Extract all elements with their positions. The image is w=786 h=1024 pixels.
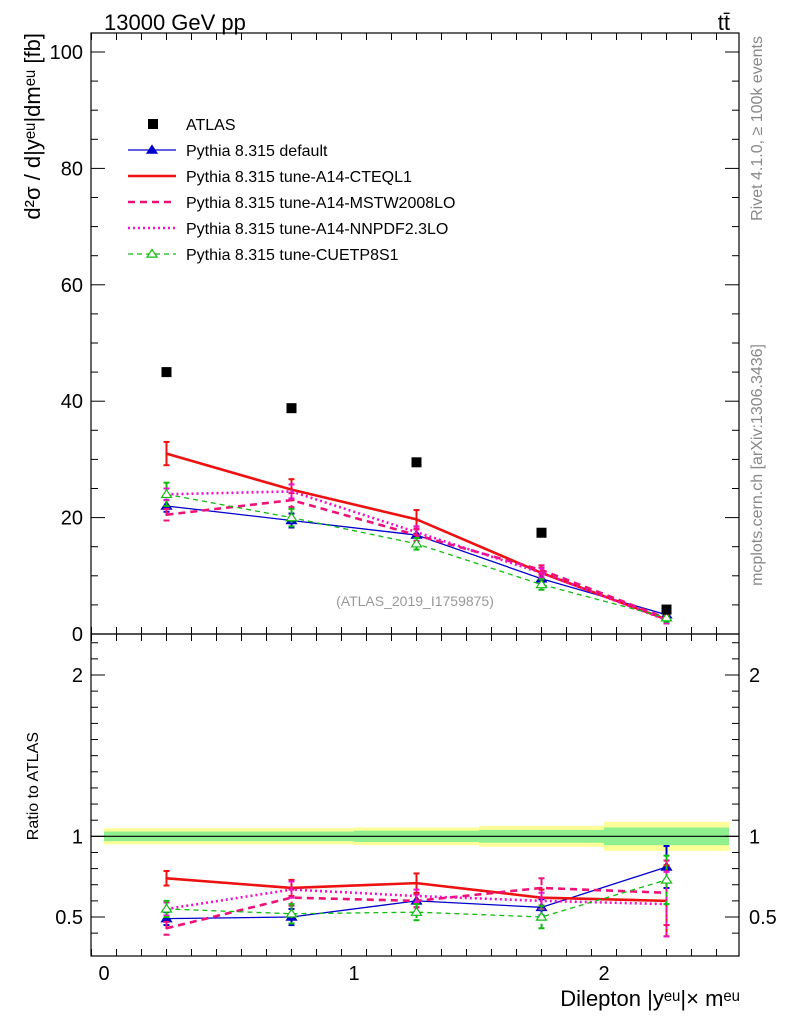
y-tick-label: 100 <box>50 42 83 64</box>
x-tick-label: 1 <box>348 963 359 985</box>
legend-marker-cuetp8s1 <box>145 248 159 258</box>
y-tick-label: 20 <box>61 508 83 530</box>
legend-label-atlas: ATLAS <box>186 117 236 134</box>
process-label: tt̄ <box>718 10 730 35</box>
ratio-point-cuetp8s1 <box>410 906 423 916</box>
legend-label-cteql1: Pythia 8.315 tune-A14-CTEQL1 <box>186 169 412 186</box>
y-axis-title: d²σ / d|yᵉᵘ|dmᵉᵘ [fb] <box>20 33 45 220</box>
ratio-point-mstw2008lo <box>540 886 543 890</box>
ratio-point-cuetp8s1 <box>160 903 173 913</box>
ratio-tick-label: 2 <box>72 665 83 687</box>
ratio-point-cuetp8s1 <box>535 911 548 921</box>
ratio-axis-title: Ratio to ATLAS <box>25 732 42 840</box>
legend-marker-default <box>145 144 159 154</box>
main-point-cteql1 <box>415 518 418 521</box>
ratio-point-nnpdf23lo <box>290 888 293 891</box>
y-tick-label: 40 <box>61 391 83 413</box>
ratio-point-nnpdf23lo <box>415 894 418 898</box>
energy-label: 13000 GeV pp <box>104 10 246 35</box>
ratio-tick-label: 1 <box>72 826 83 848</box>
main-point-cuetp8s1 <box>410 538 423 548</box>
ratio-point-mstw2008lo <box>165 927 168 930</box>
main-point-mstw2008lo <box>165 513 168 516</box>
main-point-mstw2008lo <box>290 498 293 502</box>
main-point-nnpdf23lo <box>290 490 293 493</box>
atlas-data-point <box>286 403 297 414</box>
mcplots-label: mcplots.cern.ch [arXiv:1306.3436] <box>749 344 766 586</box>
main-point-cuetp8s1 <box>535 578 548 589</box>
ratio-point-cuetp8s1 <box>285 908 298 918</box>
legend-marker-atlas <box>148 119 158 129</box>
x-tick-label: 0 <box>98 963 109 985</box>
atlas-data-point <box>661 604 672 615</box>
x-tick-label: 2 <box>598 963 609 985</box>
legend: ATLAS Pythia 8.315 default Pythia 8.315 tu… <box>128 117 455 264</box>
main-point-mstw2008lo <box>415 533 418 537</box>
y-tick-label: 0 <box>72 624 83 646</box>
ratio-point-cteql1 <box>415 881 418 885</box>
analysis-id: (ATLAS_2019_I1759875) <box>336 593 494 609</box>
axis-ticks: 0 20 40 60 80 100 0 1 2 0.5 0.5 1 1 2 2 <box>50 33 777 985</box>
y-tick-label: 60 <box>61 275 83 297</box>
atlas-data-point <box>411 457 422 468</box>
x-axis-title: Dilepton |yᵉᵘ|× mᵉᵘ <box>560 986 740 1011</box>
main-panel-series <box>160 367 673 625</box>
atlas-data-point <box>536 527 547 538</box>
ratio-panel-frame <box>90 633 740 957</box>
y-tick-label: 80 <box>61 158 83 180</box>
main-point-nnpdf23lo <box>415 530 418 534</box>
ratio-line-cuetp8s1 <box>166 879 667 918</box>
main-point-cuetp8s1 <box>160 488 173 499</box>
ratio-tick-label-right: 1 <box>749 826 760 848</box>
rivet-label: Rivet 4.1.0, ≥ 100k events <box>749 36 766 221</box>
legend-label-default: Pythia 8.315 default <box>186 143 328 160</box>
ratio-tick-label-right: 2 <box>749 665 760 687</box>
atlas-data-point <box>161 367 172 378</box>
legend-label-mstw2008lo: Pythia 8.315 tune-A14-MSTW2008LO <box>186 195 455 212</box>
ratio-point-nnpdf23lo <box>540 899 543 903</box>
ratio-point-cteql1 <box>165 877 168 880</box>
main-point-cuetp8s1 <box>285 512 298 522</box>
legend-label-cuetp8s1: Pythia 8.315 tune-CUETP8S1 <box>186 247 399 264</box>
ratio-point-cuetp8s1 <box>660 874 673 884</box>
main-point-cuetp8s1 <box>660 612 673 622</box>
main-point-cteql1 <box>165 452 168 455</box>
ratio-tick-label-right: 0.5 <box>749 907 777 929</box>
ratio-bands <box>91 821 739 851</box>
main-point-nnpdf23lo <box>540 571 543 575</box>
ratio-panel-series <box>160 845 673 938</box>
legend-label-nnpdf23lo: Pythia 8.315 tune-A14-NNPDF2.3LO <box>186 221 448 238</box>
ratio-tick-label: 0.5 <box>55 907 83 929</box>
